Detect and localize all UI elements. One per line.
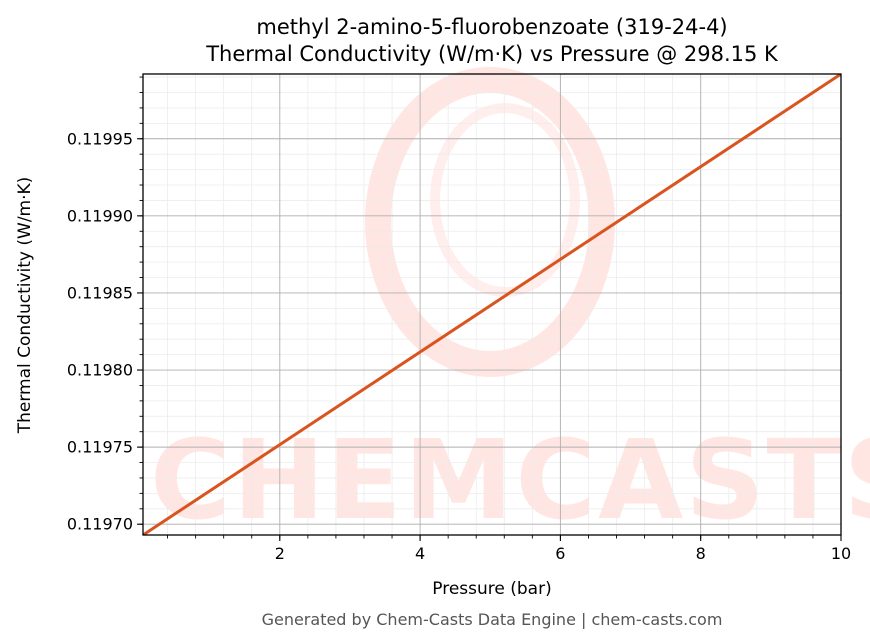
x-tick-label: 6 [555, 544, 565, 563]
watermark-text: CHEMCASTS [150, 416, 870, 544]
y-axis-label: Thermal Conductivity (W/m·K) [15, 177, 35, 435]
y-tick-label: 0.11980 [67, 361, 133, 380]
series-line [143, 74, 841, 535]
y-tick-label: 0.11970 [67, 515, 133, 534]
y-tick-label: 0.11995 [67, 129, 133, 148]
chart-subtitle: Thermal Conductivity (W/m·K) vs Pressure… [205, 42, 779, 66]
major-grid [143, 74, 842, 535]
plot-frame [142, 73, 842, 536]
x-axis-label: Pressure (bar) [432, 579, 551, 599]
series-group [143, 74, 841, 535]
x-tick-label: 10 [831, 544, 851, 563]
chemcasts-watermark: CHEMCASTS [150, 67, 870, 544]
footer-credit: Generated by Chem-Casts Data Engine | ch… [262, 610, 723, 629]
x-tick-label: 2 [275, 544, 285, 563]
y-tick-label: 0.11985 [67, 283, 133, 302]
y-axis-ticks: 0.11970 0.11975 0.11980 0.11985 0.11990 0.119… [67, 76, 143, 534]
x-tick-label: 4 [415, 544, 425, 563]
y-tick-label: 0.11990 [67, 206, 133, 225]
y-tick-label: 0.11975 [67, 438, 133, 457]
watermark-logo-ring [365, 67, 615, 377]
x-axis-ticks: 2 4 6 8 10 [167, 535, 851, 563]
x-tick-label: 8 [696, 544, 706, 563]
chart-title: methyl 2-amino-5-fluorobenzoate (319-24-… [256, 15, 727, 39]
